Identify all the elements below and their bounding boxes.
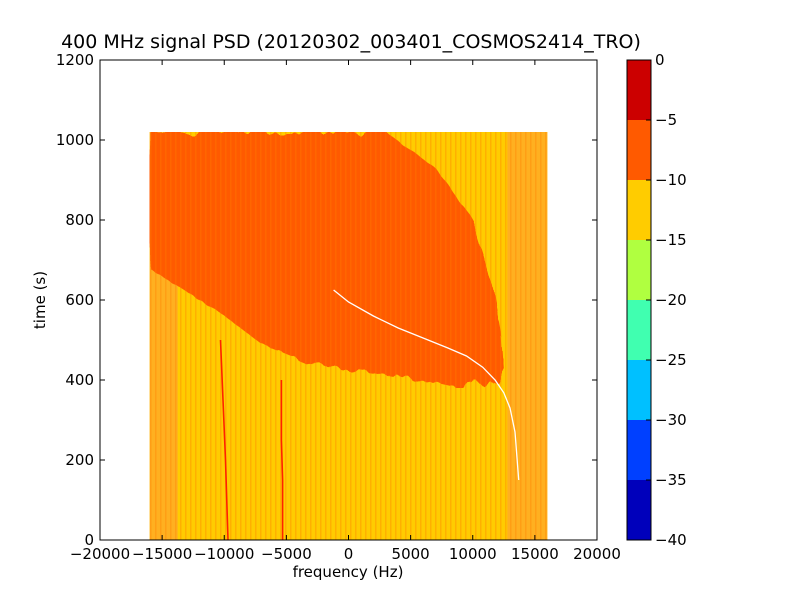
x-tick-label: 10000 <box>449 545 497 563</box>
colorbar-tick-label: −30 <box>655 411 687 429</box>
chart-title: 400 MHz signal PSD (20120302_003401_COSM… <box>61 31 641 53</box>
x-tick-label: 0 <box>344 545 354 563</box>
x-tick-label: −15000 <box>132 545 192 563</box>
x-tick-label: −10000 <box>194 545 254 563</box>
x-tick-label: −20000 <box>70 545 130 563</box>
colorbar-segment <box>627 120 651 180</box>
x-tick-label: 20000 <box>573 545 621 563</box>
signal-traces <box>219 289 520 540</box>
y-tick-label: 1200 <box>56 51 94 69</box>
y-tick-label: 600 <box>65 291 94 309</box>
x-tick-label: 5000 <box>392 545 430 563</box>
colorbar-tick-label: −25 <box>655 351 687 369</box>
colorbar-tick-label: −5 <box>655 111 677 129</box>
colorbar-tick-label: −35 <box>655 471 687 489</box>
colorbar-segment <box>627 420 651 480</box>
colorbar-segment <box>627 480 651 540</box>
heatmap-texture <box>149 132 548 540</box>
x-tick-label: −5000 <box>261 545 312 563</box>
y-tick-label: 0 <box>84 531 94 549</box>
y-axis-label: time (s) <box>31 271 49 329</box>
colorbar-tick-label: −15 <box>655 231 687 249</box>
vertical-trace-1 <box>219 339 229 540</box>
colorbar-segment <box>627 60 651 120</box>
y-tick-label: 1000 <box>56 131 94 149</box>
colorbar-segment <box>627 300 651 360</box>
x-tick-label: 15000 <box>511 545 559 563</box>
colorbar-segment <box>627 240 651 300</box>
colorbar-tick-label: −40 <box>655 531 687 549</box>
colorbar-tick-label: −20 <box>655 291 687 309</box>
colorbar-tick-label: 0 <box>655 51 665 69</box>
heatmap <box>149 132 548 540</box>
colorbar-segment <box>627 360 651 420</box>
y-tick-label: 800 <box>65 211 94 229</box>
colorbar-segment <box>627 180 651 240</box>
y-axis-ticks: 0 200 400 600 800 1000 1200 <box>56 51 597 549</box>
y-tick-label: 400 <box>65 371 94 389</box>
y-tick-label: 200 <box>65 451 94 469</box>
doppler-trace-0 <box>333 289 520 481</box>
vertical-trace-2 <box>280 380 284 540</box>
colorbar: −40 −35 −30 −25 −20 −15 −10 −5 0 <box>626 51 687 549</box>
colorbar-tick-label: −10 <box>655 171 687 189</box>
x-axis-label: frequency (Hz) <box>293 563 404 581</box>
x-axis-ticks: −20000 −15000 −10000 −5000 0 5000 10000 15000 20… <box>70 60 621 563</box>
